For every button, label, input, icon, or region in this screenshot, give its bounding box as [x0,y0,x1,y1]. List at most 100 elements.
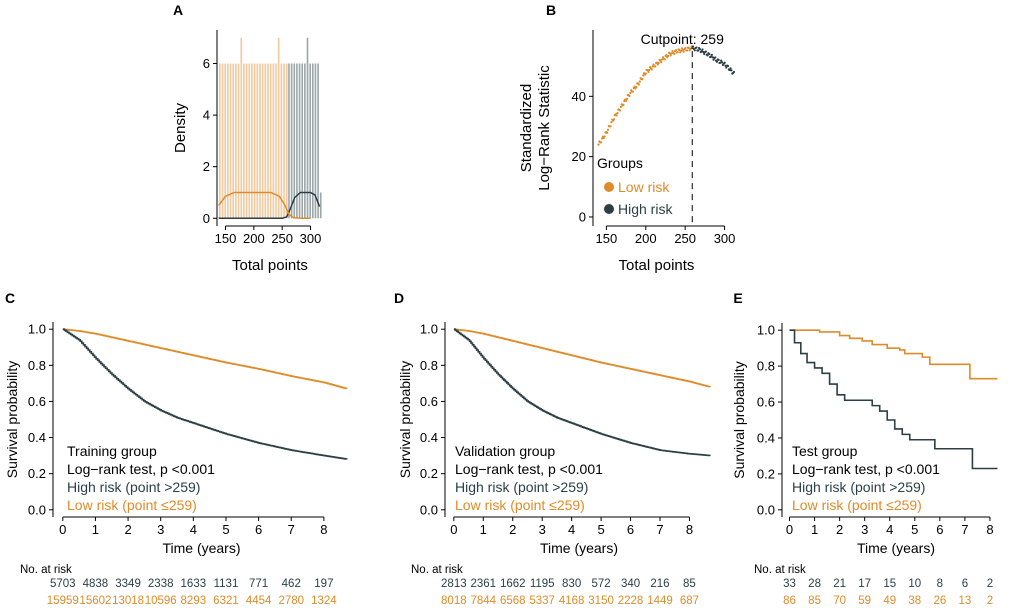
stat-point-low [597,143,600,146]
stat-point-low [600,137,604,140]
stat-point-low [616,112,619,115]
e-x-tick-label: 3 [861,522,868,537]
b-y-axis-title-line1: Standardized [518,84,535,172]
d-risk-low-8: 687 [680,595,699,607]
panel-label-c: C [5,290,15,306]
legend-title: Groups [597,155,643,171]
stat-point-low [654,65,657,68]
density-bar-low [245,63,248,219]
d-risk-low-7: 1449 [647,595,673,607]
stat-point-low [665,54,668,57]
e-y-tick-label: 1.0 [757,323,775,338]
stat-point-high [732,70,736,74]
c-risk-high-2: 3349 [115,578,141,590]
c-y-tick-label: 0.4 [28,430,46,445]
c-x-tick-label: 2 [124,522,131,537]
stat-point-low [599,141,603,144]
e-x-tick-label: 7 [961,522,968,537]
density-curve-high [218,191,321,220]
stat-point-low [612,118,616,121]
stat-point-high [729,67,732,70]
e-annotation-title: Test group [792,443,858,459]
stat-point-low [650,68,653,71]
panel-label-d: D [394,290,404,306]
c-risk-low-8: 1324 [311,595,337,607]
e-risk-high-0: 33 [783,578,796,590]
e-risk-low-1: 85 [808,595,821,607]
density-bar-low [267,63,269,219]
c-risk-high-8: 197 [314,578,333,590]
density-bar-low [221,63,224,219]
km-curve-high [62,328,348,460]
stat-point-high [708,52,711,56]
c-risk-high-4: 1633 [181,578,207,590]
density-bar-high [288,63,290,219]
e-risk-low-0: 86 [783,595,796,607]
b-x-tick-label: 150 [596,231,618,246]
e-risk-low-8: 2 [987,595,993,607]
b-y-axis-title-line2: Log−Rank Statistic [536,65,553,191]
b-x-axis-title: Total points [619,257,695,274]
e-risk-table-label: No. at risk [754,564,806,576]
stat-point-low [670,52,673,55]
c-y-tick-label: 0.2 [28,466,46,481]
km-curve-low [789,329,998,380]
d-x-tick-label: 0 [450,522,457,537]
a-y-tick-label: 2 [203,159,210,174]
c-risk-high-1: 4838 [83,578,109,590]
density-bar-high [319,192,322,219]
d-y-tick-label: 0.8 [420,358,438,373]
stat-point-low [638,80,641,83]
d-x-tick-label: 7 [656,522,663,537]
density-bar-low [248,63,251,219]
d-risk-high-6: 340 [621,578,640,590]
density-bar-high [306,37,309,219]
b-y-tick-label: 0 [579,209,586,224]
density-bar-high [304,63,306,219]
stat-point-high [711,56,714,59]
legend-label-low: Low risk [618,179,670,195]
stat-point-low [668,52,671,55]
stat-point-low [609,125,612,128]
density-bar-high [317,63,319,219]
panel-label-b: B [546,2,556,18]
cutpoint-label: Cutpoint: 259 [641,31,724,47]
c-risk-high-3: 2338 [148,578,174,590]
stat-point-high [695,46,698,49]
c-y-tick-label: 0.0 [28,502,46,517]
d-annotation-title: Validation group [455,443,555,459]
stat-point-high [701,48,704,51]
c-risk-low-1: 15602 [79,595,111,607]
stat-point-high [693,49,696,52]
stat-point-low [606,131,609,134]
a-y-axis-title: Density [172,102,189,153]
stat-point-high [703,52,706,56]
d-risk-high-3: 1195 [530,578,555,590]
e-risk-high-4: 15 [883,578,896,590]
stat-point-low [615,114,618,117]
b-y-tick-label: 20 [572,149,586,164]
b-x-tick-label: 200 [635,231,657,246]
stat-point-high [704,50,707,53]
e-x-tick-label: 6 [936,522,943,537]
density-bar-low [253,63,256,219]
stat-point-low [689,47,692,51]
density-bar-low [259,63,261,219]
c-y-tick-label: 1.0 [28,322,46,337]
stat-point-low [651,65,654,68]
d-risk-high-2: 1662 [500,578,526,590]
c-risk-high-7: 462 [282,578,301,590]
panel-label-e: E [733,290,742,306]
c-x-tick-label: 4 [190,522,197,537]
d-risk-low-1: 7844 [470,595,496,607]
density-bar-high [311,63,314,219]
legend-label-high: High risk [618,201,673,217]
stat-point-low [637,83,641,86]
b-x-tick-label: 250 [674,231,696,246]
a-x-tick-label: 200 [243,231,265,246]
stat-point-low [676,51,679,54]
density-bar-high [314,63,317,219]
e-risk-high-6: 8 [937,578,943,590]
e-x-tick-label: 4 [886,522,893,537]
e-risk-high-1: 28 [808,578,821,590]
